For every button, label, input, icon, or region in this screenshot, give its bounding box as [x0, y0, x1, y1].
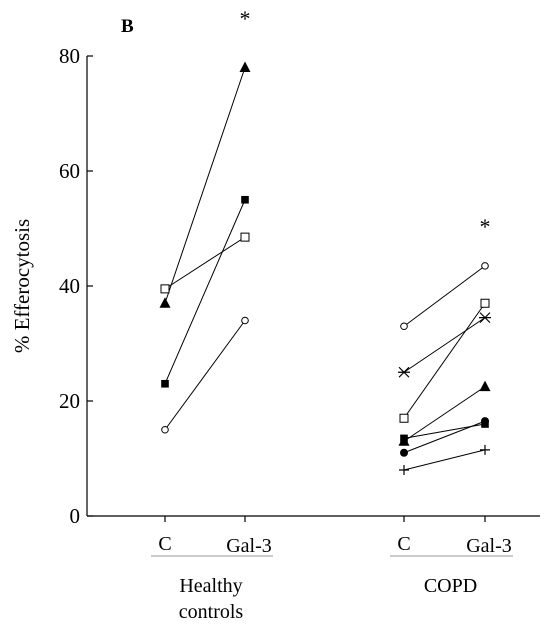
pair-line	[403, 265, 486, 327]
y-tick-label: 40	[59, 274, 80, 298]
x-tick-label: C	[397, 533, 410, 555]
data-point	[479, 380, 491, 392]
data-point	[241, 195, 249, 204]
group-label: COPD	[424, 575, 477, 597]
subject-pair	[400, 420, 489, 443]
data-point	[161, 379, 169, 388]
pair-line	[164, 320, 246, 431]
data-point	[161, 425, 169, 434]
subject-pair	[398, 380, 491, 446]
y-tick-label: 20	[59, 389, 80, 413]
data-point	[398, 435, 410, 446]
subject-pair	[160, 232, 250, 294]
data-point	[400, 322, 408, 331]
y-tick-label: 80	[59, 44, 80, 68]
pair-line	[164, 67, 246, 304]
data-point	[479, 312, 491, 324]
y-tick-label: 0	[70, 504, 81, 528]
significance-marker: *	[240, 6, 251, 31]
data-point	[241, 316, 249, 325]
subject-pair	[398, 312, 491, 378]
significance-marker: *	[480, 214, 491, 239]
x-tick-label: C	[158, 533, 171, 555]
y-tick-label: 60	[59, 159, 80, 183]
data-point	[480, 444, 490, 455]
y-ticks: 0 20 40 60 80	[59, 44, 93, 528]
group-label: Healthy	[179, 575, 242, 597]
data-point	[160, 284, 170, 294]
x-labels: C Gal-3 Healthy controls C Gal-3 COPD	[151, 516, 513, 623]
data-point	[480, 298, 490, 308]
x-tick-label: Gal-3	[226, 535, 272, 557]
data-point	[159, 297, 171, 308]
subject-pair	[400, 417, 489, 457]
data-point	[398, 366, 410, 378]
data-point	[399, 465, 409, 475]
data-point	[481, 417, 489, 426]
subject-pair	[399, 298, 490, 423]
x-tick-label: Gal-3	[466, 535, 512, 557]
panel-label: B	[121, 16, 134, 37]
subject-pair	[399, 444, 490, 475]
data-point	[481, 262, 489, 270]
subject-pair	[161, 195, 249, 388]
pair-line	[403, 420, 486, 454]
group-label: controls	[179, 601, 244, 623]
data-point	[239, 61, 251, 72]
pair-line	[403, 317, 486, 373]
subject-pair	[400, 262, 489, 331]
data-series: **	[159, 6, 491, 475]
y-axis-label: % Efferocytosis	[10, 219, 34, 353]
pair-line	[403, 449, 486, 471]
subject-pair	[159, 61, 251, 308]
pair-line	[164, 236, 246, 290]
pair-line	[164, 199, 246, 384]
data-point	[400, 448, 408, 457]
subject-pair	[161, 316, 249, 434]
pair-line	[403, 302, 486, 419]
data-point	[240, 232, 250, 242]
pair-line	[403, 386, 486, 442]
data-point	[399, 413, 409, 423]
